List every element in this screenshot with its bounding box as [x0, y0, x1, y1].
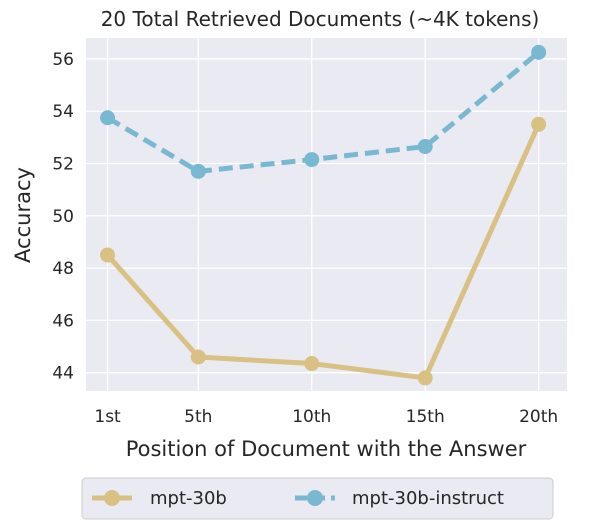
x-tick-label: 1st [94, 407, 121, 427]
legend-marker-mpt-30b [104, 490, 120, 506]
y-tick-label: 46 [52, 311, 74, 331]
data-point-mpt-30b [304, 356, 320, 372]
data-point-mpt-30b-instruct [417, 139, 433, 155]
x-tick-label: 5th [184, 407, 212, 427]
data-point-mpt-30b [190, 349, 206, 365]
data-point-mpt-30b-instruct [304, 152, 320, 168]
y-tick-label: 54 [52, 102, 74, 122]
data-point-mpt-30b-instruct [190, 163, 206, 179]
data-point-mpt-30b-instruct [100, 110, 116, 126]
legend-label-mpt-30b: mpt-30b [150, 488, 227, 509]
x-tick-label: 15th [406, 407, 445, 427]
y-tick-label: 52 [52, 155, 74, 175]
data-point-mpt-30b-instruct [531, 44, 547, 60]
y-tick-label: 44 [52, 364, 74, 384]
y-tick-label: 50 [52, 207, 74, 227]
x-tick-label: 10th [292, 407, 331, 427]
chart-title: 20 Total Retrieved Documents (~4K tokens… [101, 7, 540, 31]
y-tick-label: 56 [52, 50, 74, 70]
legend-label-mpt-30b-instruct: mpt-30b-instruct [352, 488, 504, 509]
series-layer [100, 44, 547, 386]
x-ticks: 1st 5th 10th 15th 20th [94, 407, 558, 427]
y-ticks: 44 46 48 50 52 54 56 [52, 50, 74, 384]
legend-marker-mpt-30b-instruct [307, 490, 323, 506]
legend: mpt-30b mpt-30b-instruct [81, 477, 554, 520]
x-tick-label: 20th [519, 407, 558, 427]
grid [86, 38, 567, 391]
data-point-mpt-30b [417, 370, 433, 386]
data-point-mpt-30b [100, 247, 116, 263]
y-axis-label: Accuracy [11, 167, 35, 263]
x-axis-label: Position of Document with the Answer [126, 437, 527, 461]
data-point-mpt-30b [531, 116, 547, 132]
y-tick-label: 48 [52, 259, 74, 279]
